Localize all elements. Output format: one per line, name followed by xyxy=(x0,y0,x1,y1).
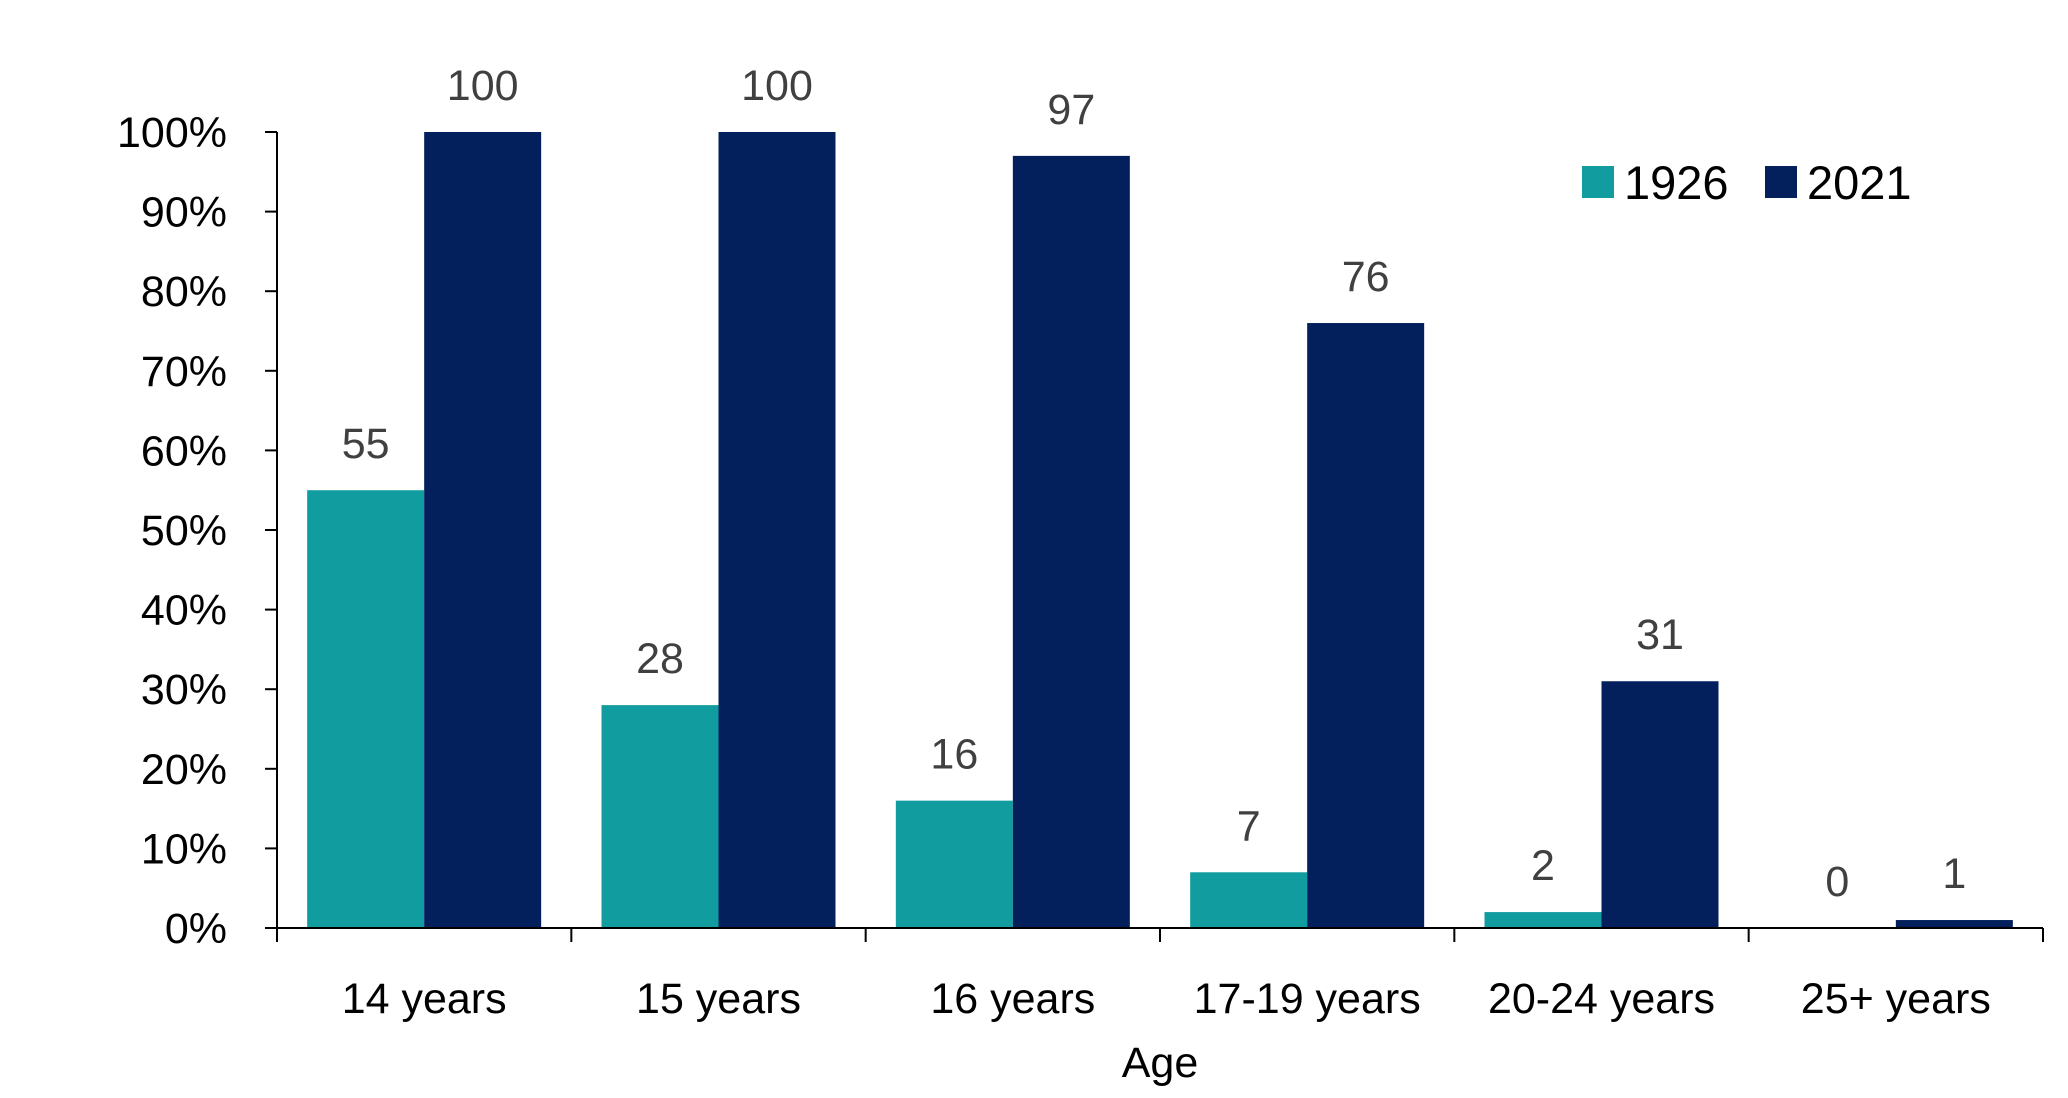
x-tick-label: 14 years xyxy=(342,975,507,1023)
y-tick-label: 60% xyxy=(141,427,227,475)
data-label-2021-1: 100 xyxy=(741,62,813,110)
axes-group xyxy=(276,132,2043,929)
data-label-1926-3: 7 xyxy=(1237,802,1261,850)
bar-2021-0 xyxy=(424,132,542,928)
data-label-2021-5: 1 xyxy=(1942,850,1966,898)
x-tick-label: 20-24 years xyxy=(1488,975,1715,1023)
x-tick-label: 25+ years xyxy=(1801,975,1991,1023)
y-tick-label: 70% xyxy=(141,348,227,396)
legend-swatch-1926 xyxy=(1582,166,1614,198)
data-label-1926-0: 55 xyxy=(342,420,390,468)
x-tick-label: 16 years xyxy=(930,975,1095,1023)
data-label-1926-1: 28 xyxy=(636,635,684,683)
y-tick-label: 20% xyxy=(141,746,227,794)
y-tick-label: 50% xyxy=(141,507,227,555)
data-label-1926-2: 16 xyxy=(930,731,978,779)
bar-2021-3 xyxy=(1307,323,1425,928)
data-label-2021-2: 97 xyxy=(1047,86,1095,134)
bar-group xyxy=(307,132,2013,928)
bar-2021-5 xyxy=(1895,920,2013,928)
legend-label-1926: 1926 xyxy=(1624,156,1729,209)
y-tick-label: 80% xyxy=(141,268,227,316)
legend-label-2021: 2021 xyxy=(1807,156,1912,209)
x-axis-title: Age xyxy=(1122,1039,1199,1087)
y-tick-label: 100% xyxy=(117,109,227,157)
bar-2021-1 xyxy=(718,132,836,928)
data-label-1926-5: 0 xyxy=(1825,858,1849,906)
bar-1926-0 xyxy=(307,490,425,928)
x-tick-label: 15 years xyxy=(636,975,801,1023)
legend: 1926 2021 xyxy=(1582,156,1912,209)
y-tick-label: 90% xyxy=(141,189,227,237)
data-label-2021-3: 76 xyxy=(1342,253,1390,301)
x-tick-label: 17-19 years xyxy=(1194,975,1421,1023)
y-axis-ticks: 0% 10% 20% 30% 40% 50% 60% 70% 80% 90% 100% xyxy=(117,109,277,953)
y-tick-label: 40% xyxy=(141,587,227,635)
bar-1926-2 xyxy=(895,800,1013,928)
legend-swatch-2021 xyxy=(1765,166,1797,198)
y-tick-label: 0% xyxy=(165,905,227,953)
data-label-2021-4: 31 xyxy=(1636,611,1684,659)
bar-2021-2 xyxy=(1012,155,1130,928)
data-label-1926-4: 2 xyxy=(1531,842,1555,890)
bar-1926-1 xyxy=(601,705,719,928)
data-labels: 55 28 16 7 2 0 100 100 97 76 31 1 xyxy=(342,62,1967,906)
x-axis-ticks: 14 years 15 years 16 years 17-19 years 20-24… xyxy=(276,928,2044,1023)
bar-2021-4 xyxy=(1601,681,1719,928)
y-tick-label: 30% xyxy=(141,666,227,714)
data-label-2021-0: 100 xyxy=(447,62,519,110)
bar-1926-3 xyxy=(1190,872,1308,928)
y-tick-label: 10% xyxy=(141,825,227,873)
bar-1926-4 xyxy=(1484,912,1602,928)
